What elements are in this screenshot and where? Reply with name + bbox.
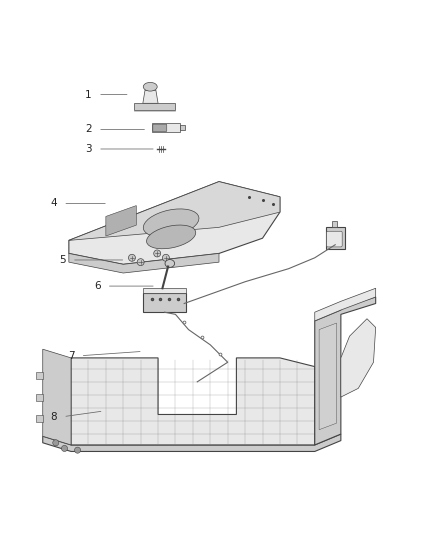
Circle shape <box>162 254 170 261</box>
Text: 8: 8 <box>50 411 57 422</box>
Polygon shape <box>43 434 341 451</box>
Polygon shape <box>143 90 158 103</box>
Polygon shape <box>36 415 43 422</box>
Polygon shape <box>332 221 336 228</box>
Polygon shape <box>69 182 280 264</box>
Polygon shape <box>143 293 186 312</box>
Polygon shape <box>325 228 345 249</box>
Polygon shape <box>106 206 136 236</box>
Text: 3: 3 <box>85 144 92 154</box>
Polygon shape <box>71 358 315 445</box>
Polygon shape <box>315 288 376 321</box>
Polygon shape <box>341 319 376 397</box>
Polygon shape <box>319 323 336 430</box>
Text: 4: 4 <box>50 198 57 208</box>
Circle shape <box>74 447 81 453</box>
Circle shape <box>137 259 144 265</box>
Circle shape <box>154 250 161 257</box>
Ellipse shape <box>147 225 196 249</box>
Text: 2: 2 <box>85 124 92 134</box>
Ellipse shape <box>143 83 157 91</box>
Polygon shape <box>143 288 186 293</box>
Polygon shape <box>69 182 280 240</box>
Polygon shape <box>69 254 219 273</box>
Circle shape <box>61 446 67 451</box>
Polygon shape <box>180 125 185 130</box>
Polygon shape <box>134 103 176 110</box>
Polygon shape <box>315 297 376 445</box>
Circle shape <box>53 440 59 446</box>
Polygon shape <box>152 123 180 133</box>
Polygon shape <box>36 372 43 379</box>
Polygon shape <box>43 349 71 445</box>
Text: 5: 5 <box>59 255 66 265</box>
Text: 1: 1 <box>85 90 92 100</box>
FancyBboxPatch shape <box>153 124 167 132</box>
Polygon shape <box>36 393 43 400</box>
Text: 7: 7 <box>68 351 74 361</box>
Circle shape <box>128 254 135 261</box>
Ellipse shape <box>165 260 175 268</box>
FancyBboxPatch shape <box>326 231 342 247</box>
Ellipse shape <box>143 209 199 237</box>
Text: 6: 6 <box>94 281 100 291</box>
